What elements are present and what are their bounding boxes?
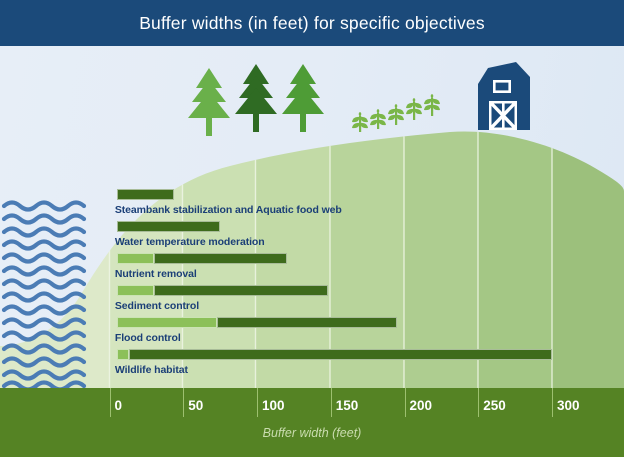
bar-rec-1 [116,221,221,232]
x-axis-tick-label: 250 [483,398,506,413]
bar-min-4 [116,317,218,328]
table-row: Nutrient removal [0,253,624,285]
bar-min-2 [116,253,154,264]
bar-label-0: Steambank stabilization and Aquatic food… [114,204,342,216]
scenery-svg [188,62,530,136]
x-axis-title: Buffer width (feet) [262,426,362,440]
x-axis-tick-label: 100 [262,398,285,413]
bar-label-2: Nutrient removal [114,268,197,280]
table-row: Flood control [0,317,624,349]
pine-tree-medium-icon [282,64,324,132]
bar-rec-4 [217,317,398,328]
x-axis-tickmark [183,388,185,417]
bar-min-3 [116,285,154,296]
x-axis-tick-label: 0 [114,398,123,413]
scenery-layer [0,46,624,388]
bar-rec-3 [153,285,328,296]
bar-label-3: Sediment control [114,300,200,312]
x-axis-tick-label: 300 [557,398,580,413]
bar-label-1: Water temperature moderation [114,236,265,248]
table-row: Wildlife habitat [0,349,624,381]
pine-tree-dark-icon [235,64,277,132]
bar-min-5 [116,349,129,360]
barn-icon [478,62,530,130]
wheat-crops-icon [352,94,440,132]
x-axis-tickmark [330,388,332,417]
pine-tree-light-icon [188,68,230,136]
x-axis-tickmark [257,388,258,417]
bar-rec-2 [153,253,287,264]
table-row: Steambank stabilization and Aquatic food… [0,189,624,221]
x-axis-tick-label: 50 [188,398,204,413]
x-axis-tick-label: 150 [335,398,359,413]
bar-rec-0 [116,189,175,200]
water-waves-svg [1,200,87,388]
table-row: Water temperature moderation [0,221,624,253]
stream-water-illustration [0,198,98,388]
table-row: Sediment control [0,285,624,317]
x-axis-tick-label: 200 [409,398,433,413]
x-axis-tickmark [109,388,111,417]
x-axis-tickmark [552,388,553,417]
bar-label-5: Wildlife habitat [114,364,188,376]
bar-label-4: Flood control [114,332,181,344]
x-axis-tickmark [404,388,406,417]
x-axis: 0 50 100 150 200 250 300 Buffer width (feet) [0,388,624,457]
x-axis-tickmark [478,388,480,417]
bar-rec-5 [128,349,552,360]
title-bar: Buffer widths (in feet) for specific obj… [0,0,624,46]
page-title: Buffer widths (in feet) for specific obj… [139,12,485,33]
bar-plot: Steambank stabilization and Aquatic food… [0,46,624,388]
